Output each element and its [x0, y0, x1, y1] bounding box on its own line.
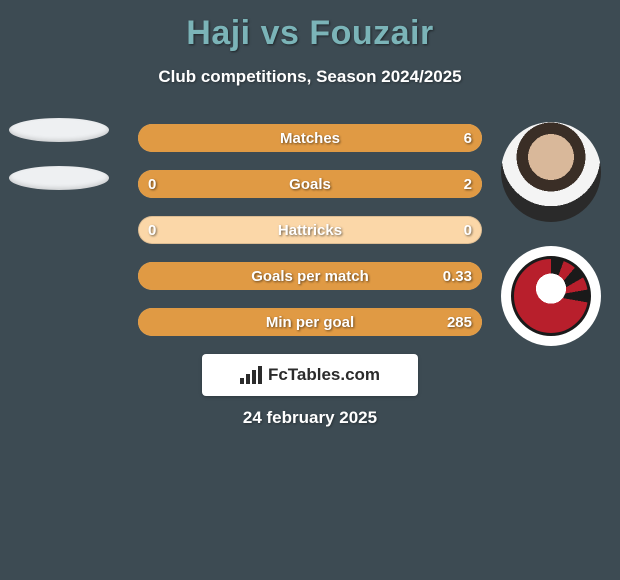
left-club-avatar-placeholder	[9, 166, 109, 190]
stats-rows: Matches 6 0 Goals 2 0 Hattricks 0 Goals …	[138, 124, 482, 336]
page-subtitle: Club competitions, Season 2024/2025	[0, 67, 620, 87]
watermark-text: FcTables.com	[268, 365, 380, 385]
stat-label: Goals	[138, 170, 482, 198]
page-title: Haji vs Fouzair	[0, 14, 620, 53]
comparison-card: Haji vs Fouzair Club competitions, Seaso…	[0, 0, 620, 580]
bar-chart-icon	[240, 366, 262, 384]
right-player-avatar	[501, 122, 601, 222]
stat-row-goals-per-match: Goals per match 0.33	[138, 262, 482, 290]
stat-label: Hattricks	[138, 216, 482, 244]
date-label: 24 february 2025	[0, 408, 620, 428]
stat-label: Goals per match	[138, 262, 482, 290]
stat-value-right: 6	[464, 124, 472, 152]
stat-label: Matches	[138, 124, 482, 152]
stat-row-min-per-goal: Min per goal 285	[138, 308, 482, 336]
left-player-column	[8, 118, 110, 190]
stat-row-matches: Matches 6	[138, 124, 482, 152]
right-club-badge	[501, 246, 601, 346]
left-player-avatar-placeholder	[9, 118, 109, 142]
watermark-badge: FcTables.com	[202, 354, 418, 396]
stat-row-goals: 0 Goals 2	[138, 170, 482, 198]
right-player-column	[500, 122, 602, 346]
stat-value-right: 2	[464, 170, 472, 198]
stat-row-hattricks: 0 Hattricks 0	[138, 216, 482, 244]
stat-label: Min per goal	[138, 308, 482, 336]
stat-value-right: 0	[464, 216, 472, 244]
stat-value-right: 0.33	[443, 262, 472, 290]
stat-value-right: 285	[447, 308, 472, 336]
